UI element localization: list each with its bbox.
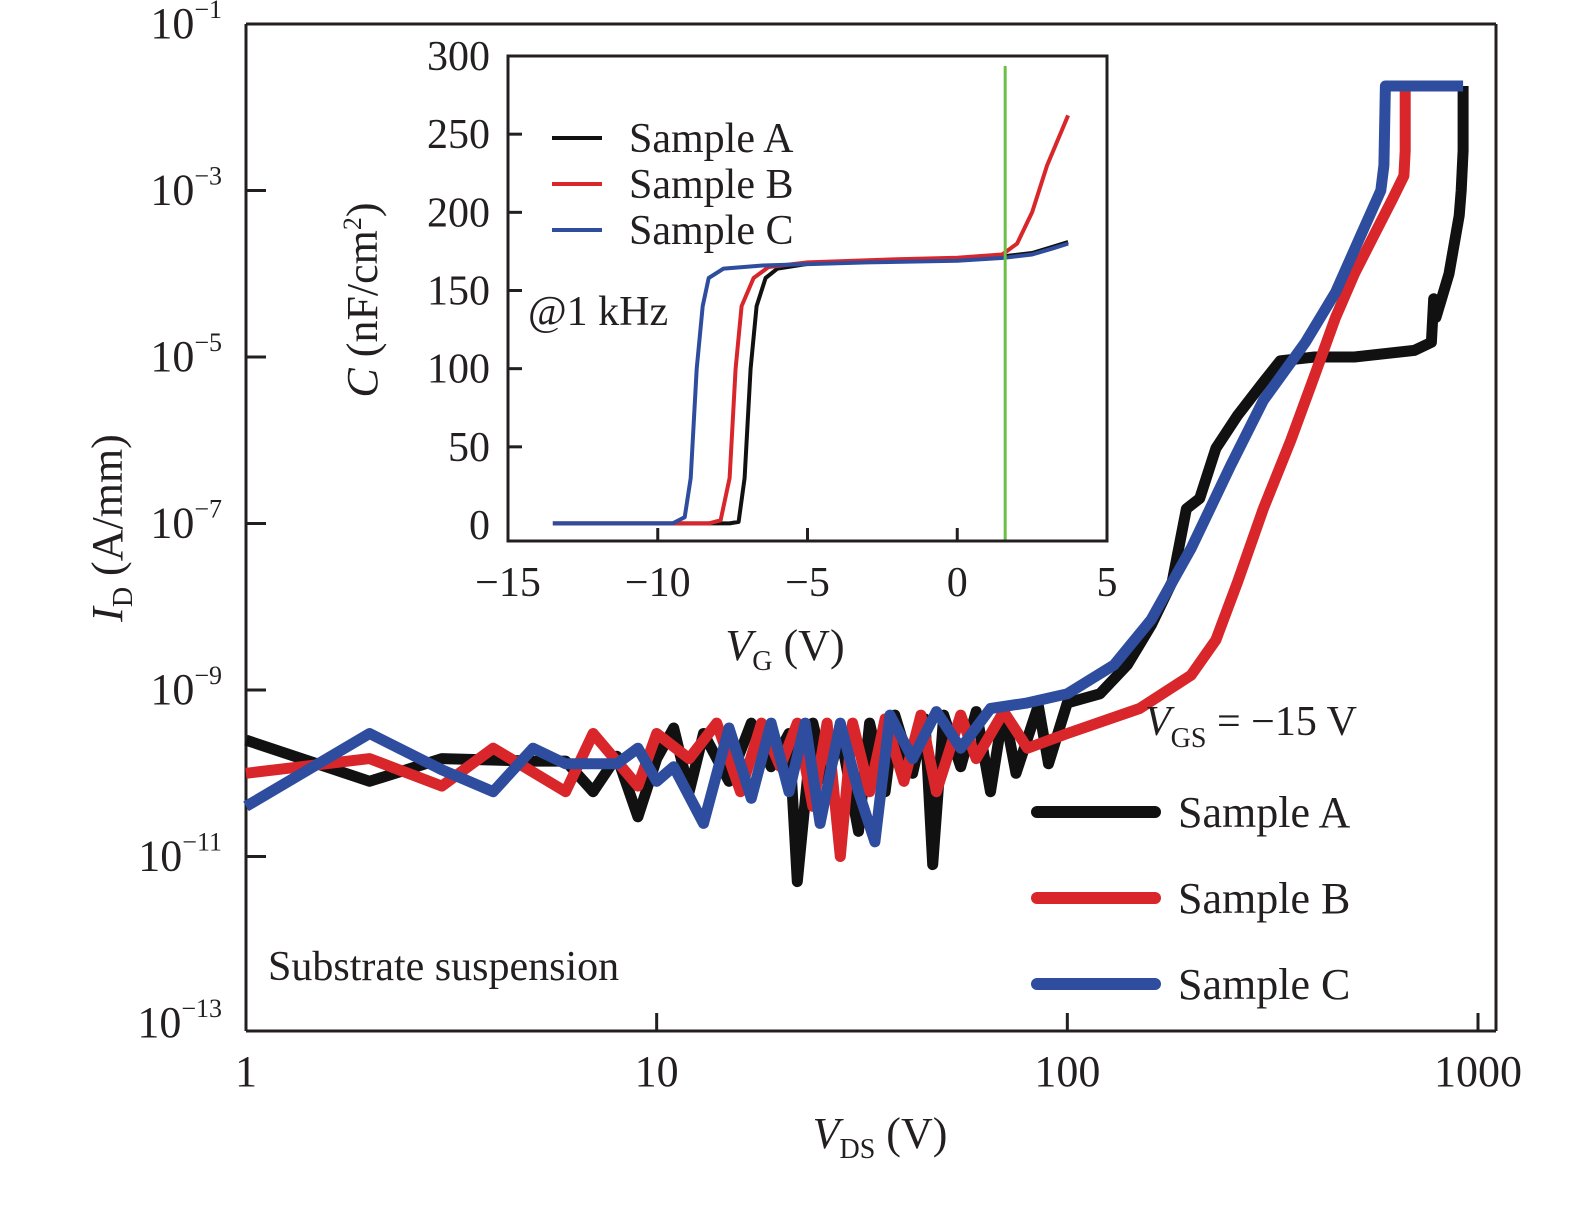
inset-y-axis-title-unit: (nF/cm bbox=[338, 230, 387, 368]
vgs-sub: GS bbox=[1171, 723, 1207, 754]
inset-x-tick-label: −15 bbox=[475, 560, 541, 606]
main-series-line-sample-c bbox=[243, 80, 1464, 848]
main-y-axis-title-sub: D bbox=[108, 587, 139, 607]
inset-y-axis-title: C (nF/cm2) bbox=[338, 202, 387, 397]
main-x-tick-label: 10 bbox=[635, 1047, 679, 1096]
y-tick-base: 10 bbox=[150, 166, 194, 215]
inset-background bbox=[508, 56, 1107, 541]
y-tick-exponent: −5 bbox=[194, 328, 222, 357]
y-tick-exponent: −9 bbox=[194, 661, 222, 690]
inset-x-axis-title: VG (V) bbox=[725, 621, 844, 677]
y-tick-exponent: −13 bbox=[181, 994, 222, 1023]
inset-x-ticks: −15 −10 −5 0 5 bbox=[475, 528, 1118, 606]
inset-y-axis-title-close: ) bbox=[338, 202, 387, 217]
inset-x-tick-label: −5 bbox=[785, 560, 830, 606]
main-y-tick-label: 10−11 bbox=[138, 828, 222, 881]
y-tick-base: 10 bbox=[150, 499, 194, 548]
inset-x-axis-title-sub: G bbox=[752, 646, 772, 677]
inset-y-tick-label: 200 bbox=[427, 190, 490, 236]
main-y-tick-label: 10−7 bbox=[150, 495, 222, 548]
y-tick-base: 10 bbox=[150, 332, 194, 381]
inset-y-tick-label: 300 bbox=[427, 34, 490, 80]
main-legend-label: Sample B bbox=[1178, 874, 1350, 923]
y-tick-base: 10 bbox=[150, 0, 194, 48]
inset-x-tick-label: 5 bbox=[1097, 560, 1118, 606]
y-tick-base: 10 bbox=[138, 832, 182, 881]
inset-legend-label: Sample C bbox=[629, 208, 794, 254]
main-legend-label: Sample C bbox=[1178, 960, 1350, 1009]
inset-x-axis-title-main: V bbox=[725, 621, 757, 670]
main-x-axis-title-main: V bbox=[813, 1109, 845, 1158]
main-x-axis-title: VDS (V) bbox=[813, 1109, 948, 1165]
main-y-axis-title-main: I bbox=[83, 605, 132, 623]
inset-legend-label: Sample B bbox=[629, 162, 794, 208]
inset-y-ticks: 0 50 100 150 200 250 300 bbox=[427, 34, 522, 549]
vgs-value: = −15 V bbox=[1206, 699, 1356, 745]
inset-x-axis-title-unit: (V) bbox=[773, 621, 845, 670]
main-y-tick-label: 10−1 bbox=[150, 0, 222, 48]
vgs-condition-label: VGS = −15 V bbox=[1145, 699, 1357, 754]
vgs-main: V bbox=[1145, 699, 1175, 745]
y-tick-exponent: −7 bbox=[194, 495, 222, 524]
main-y-tick-label: 10−9 bbox=[150, 661, 222, 714]
main-legend: Sample A Sample B Sample C bbox=[1031, 788, 1351, 1009]
inset-plot: 0 50 100 150 200 250 300 −15 −10 −5 0 5 VG (V) C (… bbox=[338, 34, 1118, 677]
main-x-axis-title-sub: DS bbox=[840, 1134, 876, 1165]
main-x-tick-label: 1 bbox=[235, 1047, 257, 1096]
inset-legend-label: Sample A bbox=[629, 116, 794, 162]
main-x-tick-label: 100 bbox=[1034, 1047, 1100, 1096]
inset-y-tick-label: 50 bbox=[448, 425, 490, 471]
inset-y-tick-label: 150 bbox=[427, 269, 490, 315]
inset-x-tick-label: 0 bbox=[947, 560, 968, 606]
inset-x-tick-label: −10 bbox=[625, 560, 691, 606]
inset-y-tick-label: 0 bbox=[469, 503, 490, 549]
main-y-axis-title-unit: (A/mm) bbox=[83, 434, 132, 587]
main-x-tick-label: 1000 bbox=[1434, 1047, 1522, 1096]
main-y-tick-label: 10−5 bbox=[150, 328, 222, 381]
inset-y-tick-label: 100 bbox=[427, 347, 490, 393]
frequency-label: @1 kHz bbox=[528, 289, 668, 335]
inset-y-axis-title-sup: 2 bbox=[338, 217, 367, 230]
main-series-group bbox=[243, 80, 1469, 888]
main-x-ticks: 1 10 100 1000 bbox=[235, 1013, 1522, 1096]
y-tick-exponent: −3 bbox=[194, 162, 222, 191]
main-y-tick-label: 10−13 bbox=[137, 994, 222, 1047]
inset-y-axis-title-main: C bbox=[338, 368, 387, 398]
y-tick-base: 10 bbox=[137, 998, 181, 1047]
y-tick-base: 10 bbox=[150, 665, 194, 714]
inset-y-tick-label: 250 bbox=[427, 112, 490, 158]
y-tick-exponent: −11 bbox=[182, 828, 222, 857]
main-legend-label: Sample A bbox=[1178, 788, 1351, 837]
y-tick-exponent: −1 bbox=[194, 0, 222, 24]
inset-series-group bbox=[552, 114, 1070, 526]
main-x-axis-title-unit: (V) bbox=[875, 1109, 947, 1158]
inset-series-line-sample-c bbox=[552, 241, 1069, 526]
main-y-tick-label: 10−3 bbox=[150, 162, 222, 215]
main-y-axis-title: ID (A/mm) bbox=[83, 434, 139, 623]
substrate-suspension-label: Substrate suspension bbox=[268, 944, 619, 990]
